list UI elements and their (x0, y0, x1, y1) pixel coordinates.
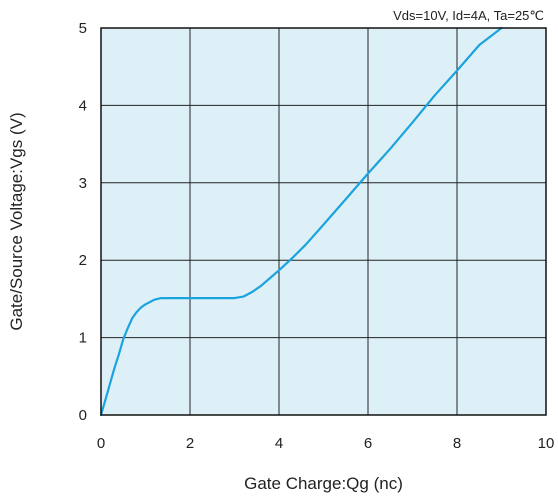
y-tick-label: 1 (79, 330, 87, 347)
y-tick-label: 3 (79, 175, 87, 192)
plot-background (101, 28, 546, 415)
x-tick-label: 0 (97, 435, 105, 452)
x-tick-label: 8 (453, 435, 461, 452)
test-conditions-annotation: Vds=10V, Id=4A, Ta=25℃ (393, 8, 544, 23)
x-tick-label: 2 (186, 435, 194, 452)
vgs-vs-qg-line (99, 26, 503, 417)
y-tick-label: 4 (79, 97, 87, 114)
y-axis-label: Gate/Source Voltage:Vgs (V) (7, 112, 26, 330)
y-tick-label: 5 (79, 20, 87, 37)
y-axis-ticks: 0 1 2 3 4 5 (79, 20, 87, 424)
x-axis-ticks: 0 2 4 6 8 10 (97, 435, 555, 452)
y-tick-label: 0 (79, 407, 87, 424)
x-axis-label: Gate Charge:Qg (nc) (244, 474, 403, 493)
grid (101, 28, 546, 415)
x-tick-label: 10 (538, 435, 555, 452)
x-tick-label: 4 (275, 435, 283, 452)
y-tick-label: 2 (79, 252, 87, 269)
plot-frame (100, 27, 547, 416)
x-tick-label: 6 (364, 435, 372, 452)
